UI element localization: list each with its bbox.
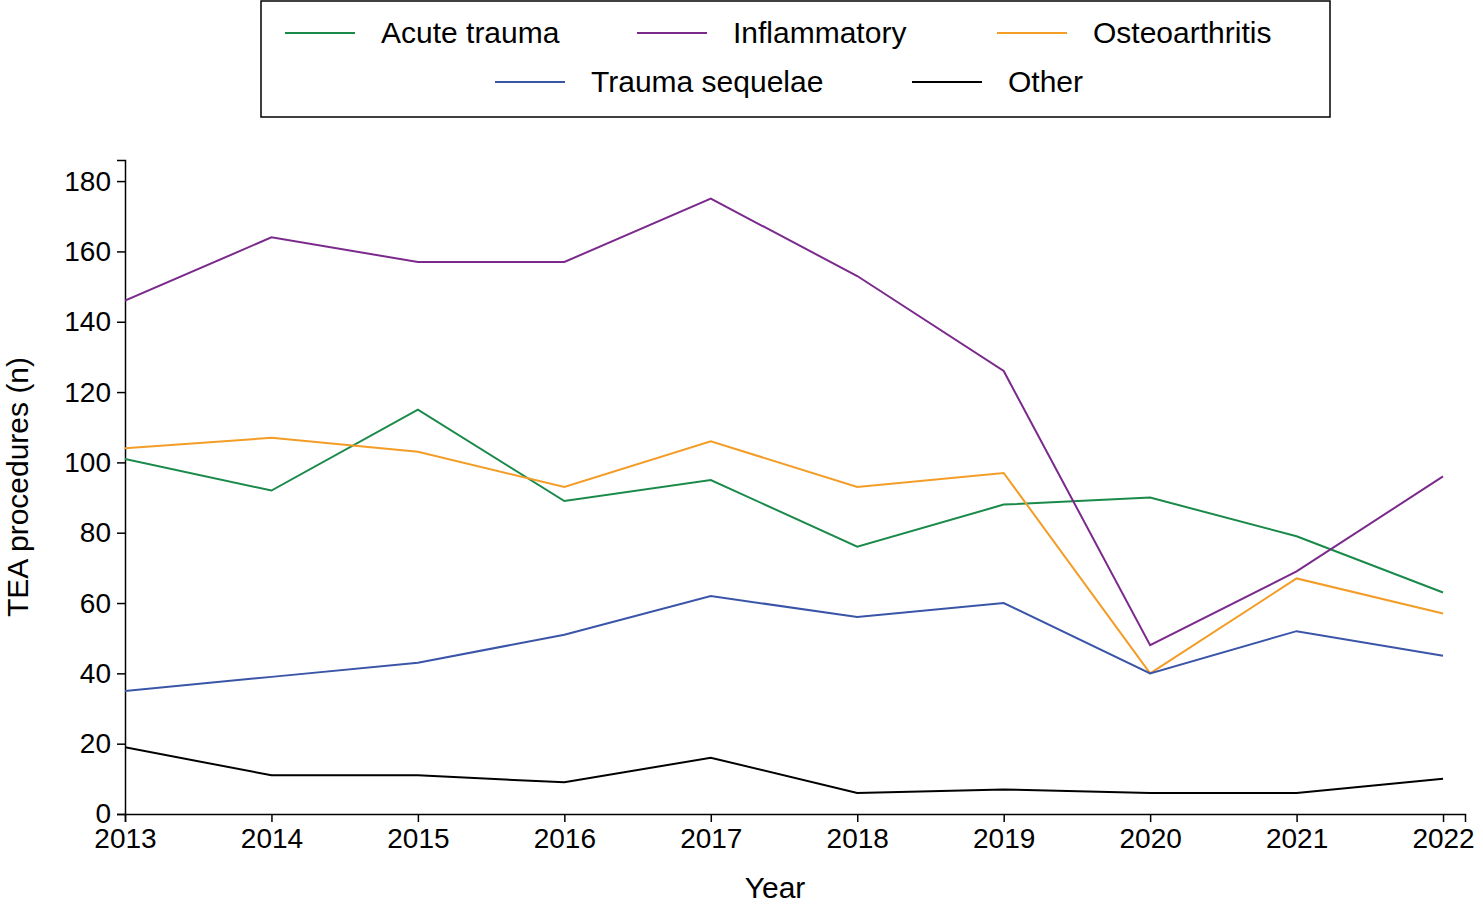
x-tick: 2018 (827, 814, 889, 854)
y-tick-label: 160 (64, 236, 111, 267)
legend-item: Inflammatory (637, 16, 906, 49)
x-tick-mark (1003, 814, 1005, 822)
x-tick-label: 2014 (241, 823, 303, 854)
y-axis-title: TEA procedures (n) (1, 357, 34, 617)
y-tick: 140 (64, 306, 125, 337)
y-tick: 160 (64, 236, 125, 267)
y-tick-label: 100 (64, 447, 111, 478)
x-tick-label: 2019 (973, 823, 1035, 854)
legend-swatch (495, 81, 565, 83)
y-tick-mark (117, 251, 125, 253)
y-tick-mark (117, 321, 125, 323)
x-axis-title: Year (745, 871, 806, 904)
legend-label: Inflammatory (733, 16, 906, 49)
x-tick-mark (857, 814, 859, 822)
legend-label: Osteoarthritis (1093, 16, 1271, 49)
legend-item: Osteoarthritis (997, 16, 1271, 49)
y-tick-label: 120 (64, 377, 111, 408)
series-line (125, 596, 1443, 691)
chart: 2013201420152016201720182019202020212022… (0, 0, 1483, 911)
x-tick-label: 2021 (1266, 823, 1328, 854)
series-line (125, 747, 1443, 793)
y-tick-label: 140 (64, 306, 111, 337)
y-tick-label: 60 (80, 587, 111, 618)
y-tick-label: 80 (80, 517, 111, 548)
x-tick-label: 2020 (1119, 823, 1181, 854)
legend: Acute trauma Inflammatory Osteoarthritis Tr… (261, 1, 1330, 117)
x-tick: 2021 (1266, 814, 1328, 854)
x-tick-mark (1150, 814, 1152, 822)
y-tick: 40 (80, 658, 125, 689)
y-tick-mark (117, 181, 125, 183)
x-tick-label: 2017 (680, 823, 742, 854)
x-tick-mark (564, 814, 566, 822)
y-tick-mark (117, 743, 125, 745)
y-tick-label: 20 (80, 728, 111, 759)
x-tick: 2015 (387, 814, 449, 854)
x-tick: 2020 (1119, 814, 1181, 854)
y-tick-label: 0 (95, 798, 111, 829)
legend-swatch (637, 32, 707, 34)
x-tick: 2016 (534, 814, 596, 854)
legend-item: Trauma sequelae (495, 65, 823, 98)
legend-label: Trauma sequelae (591, 65, 823, 98)
x-tick-label: 2016 (534, 823, 596, 854)
x-tick-mark (271, 814, 273, 822)
x-tick: 2017 (680, 814, 742, 854)
y-tick-mark (117, 532, 125, 534)
y-tick-mark (117, 462, 125, 464)
legend-item: Acute trauma (285, 16, 560, 49)
x-tick-label: 2015 (387, 823, 449, 854)
y-tick: 180 (64, 166, 125, 197)
legend-label: Other (1008, 65, 1083, 98)
series-line (125, 438, 1443, 674)
series-line (125, 410, 1443, 593)
legend-swatch (912, 81, 982, 83)
x-tick-mark (1443, 814, 1445, 822)
y-tick: 0 (95, 798, 125, 829)
y-tick: 100 (64, 447, 125, 478)
x-tick-mark (418, 814, 420, 822)
y-tick-label: 40 (80, 658, 111, 689)
x-tick: 2019 (973, 814, 1035, 854)
x-tick-mark (1296, 814, 1298, 822)
y-tick: 60 (80, 587, 125, 618)
y-tick-mark (117, 814, 125, 816)
y-axis: 0 20 40 60 80 100 120 140 160 180 (64, 161, 125, 830)
legend-label: Acute trauma (381, 16, 560, 49)
y-tick-mark (117, 392, 125, 394)
y-tick-label: 180 (64, 166, 111, 197)
x-axis-line (126, 815, 1466, 823)
y-tick: 20 (80, 728, 125, 759)
legend-swatch (285, 32, 355, 34)
y-tick-mark (117, 603, 125, 605)
legend-box (261, 1, 1330, 117)
x-tick-label: 2018 (827, 823, 889, 854)
legend-swatch (997, 32, 1067, 34)
legend-item: Other (912, 65, 1083, 98)
y-axis-line (117, 161, 126, 815)
y-tick: 120 (64, 377, 125, 408)
x-tick-label: 2022 (1412, 823, 1474, 854)
x-axis: 2013201420152016201720182019202020212022 (94, 814, 1474, 854)
x-tick-mark (711, 814, 713, 822)
x-tick: 2014 (241, 814, 303, 854)
y-tick-mark (117, 673, 125, 675)
plot-area (125, 199, 1443, 793)
series-line (125, 199, 1443, 646)
x-tick: 2022 (1412, 814, 1474, 854)
y-tick: 80 (80, 517, 125, 548)
